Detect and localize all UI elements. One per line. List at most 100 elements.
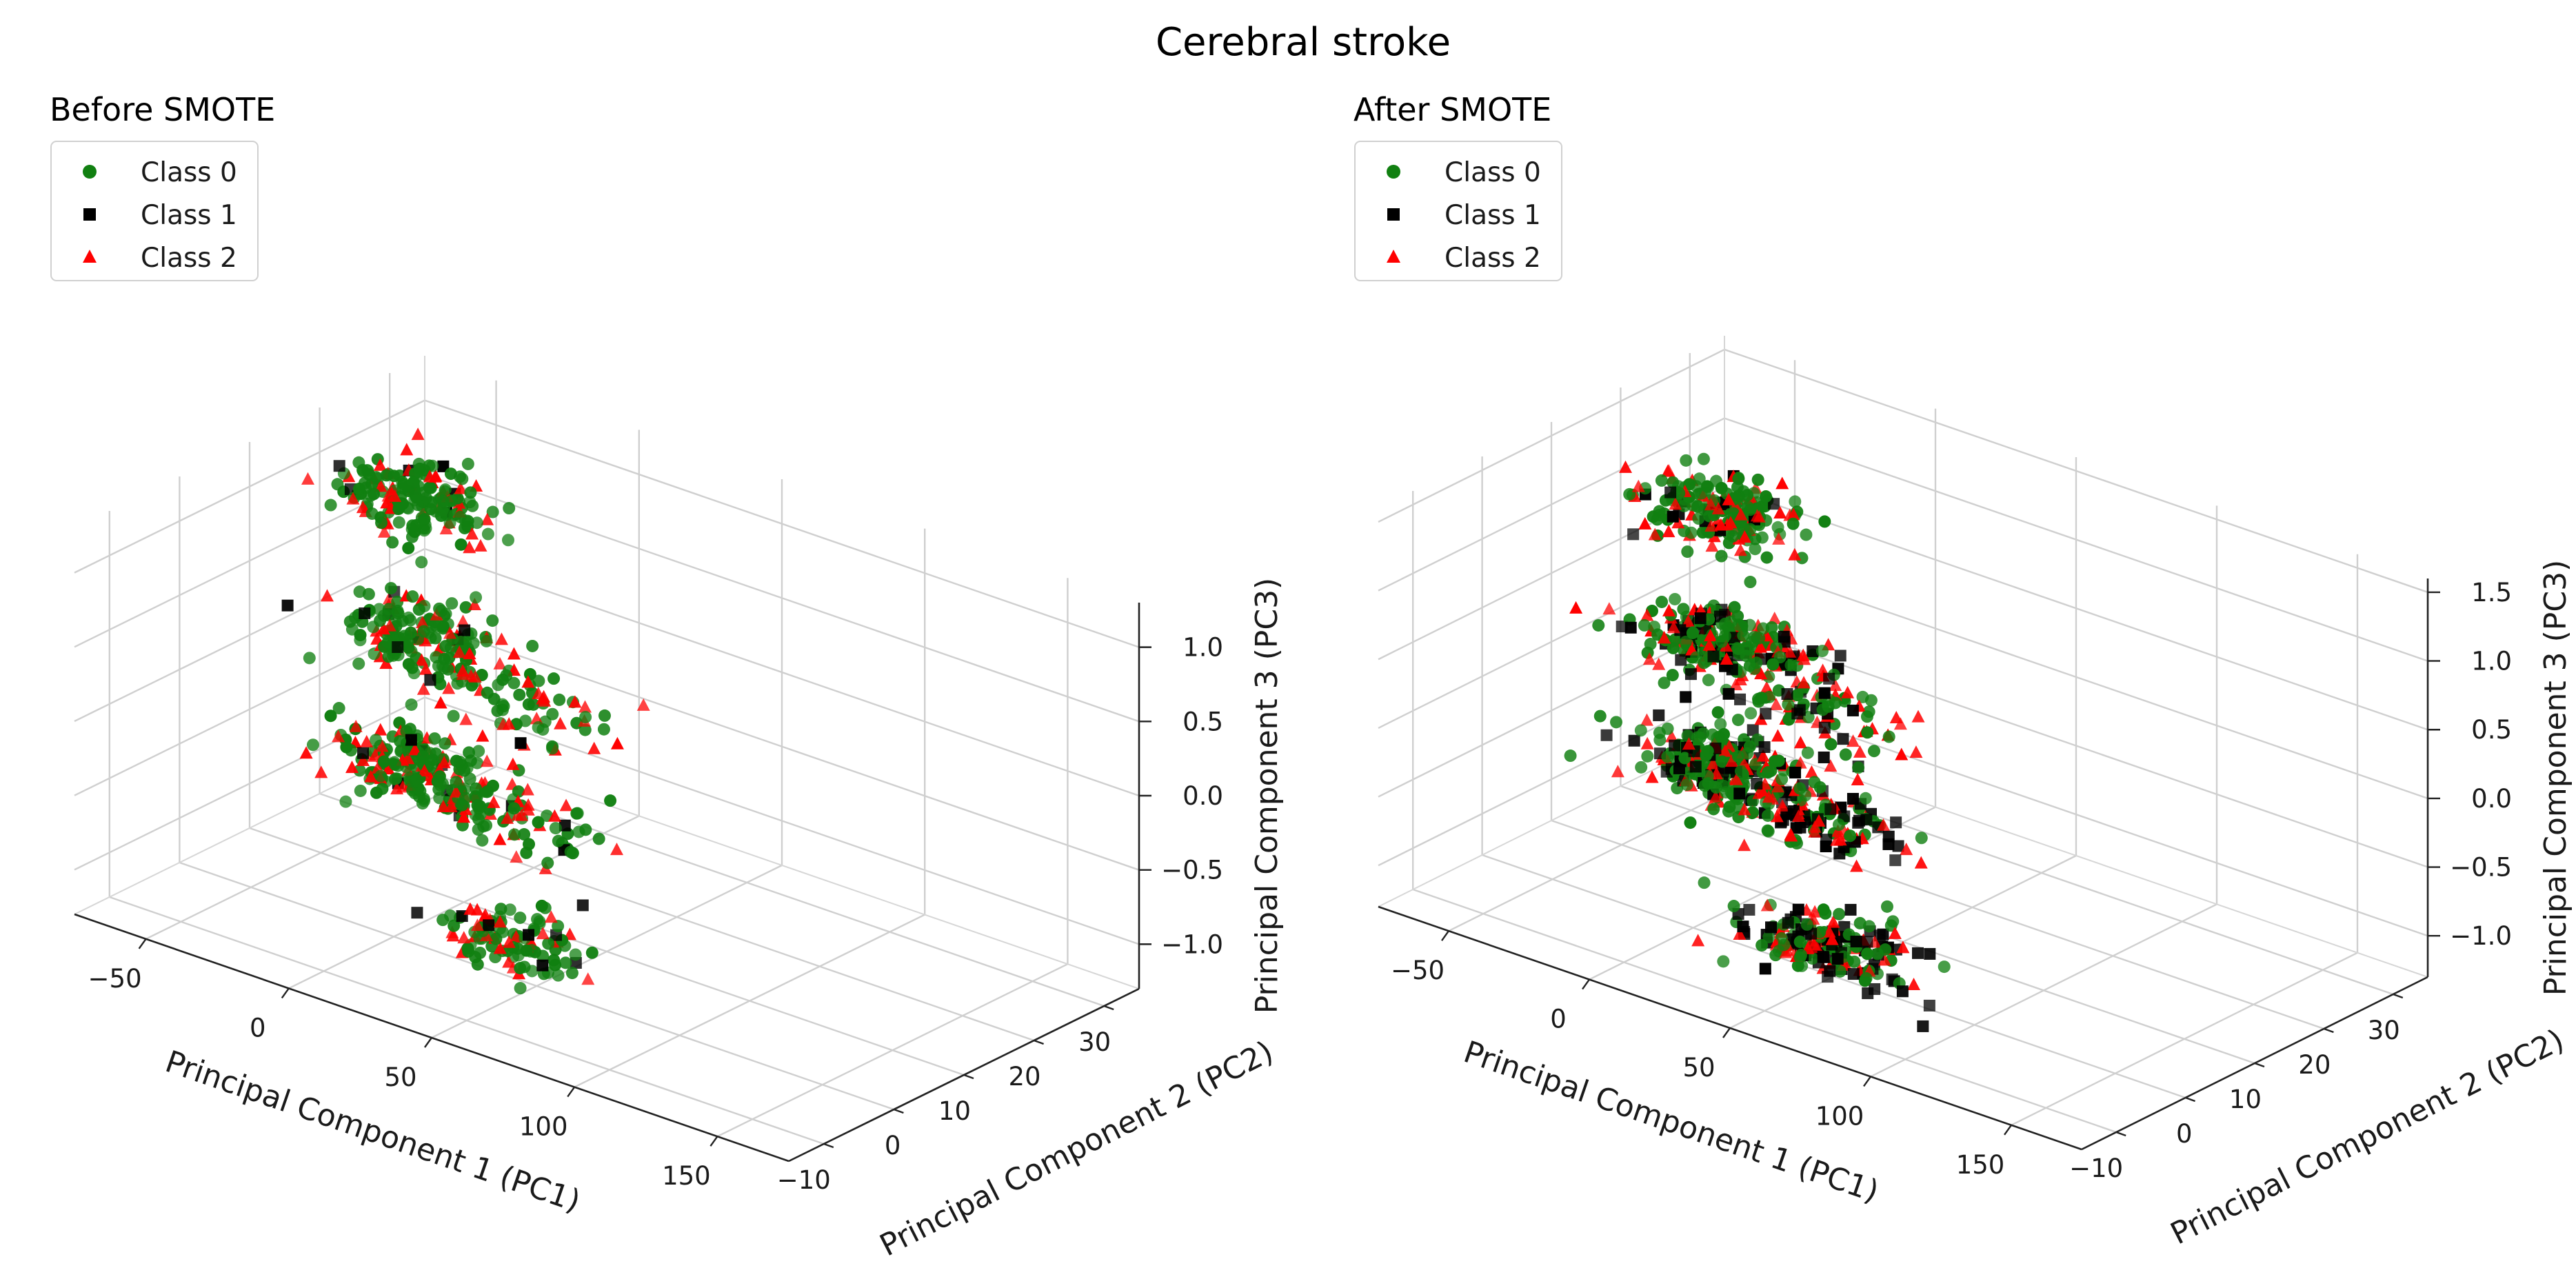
class-0-point <box>559 939 572 952</box>
z-tick-label: 0.0 <box>1183 781 1223 811</box>
class-2-point <box>1662 463 1676 476</box>
class-0-point <box>461 942 474 955</box>
class-2-point <box>1769 697 1783 710</box>
legend-class-2-marker <box>83 250 97 263</box>
class-0-point <box>447 710 460 723</box>
class-2-point <box>1808 905 1822 918</box>
x-tick <box>567 1086 576 1098</box>
class-0-point <box>426 459 439 472</box>
class-0-point <box>1689 480 1702 493</box>
class-0-point <box>481 785 494 798</box>
class-0-point <box>402 484 415 497</box>
y-tick-label: 30 <box>1078 1027 1111 1057</box>
class-0-point <box>1915 832 1928 845</box>
class-1-point <box>357 747 370 759</box>
y-tick <box>2115 1131 2126 1137</box>
class-0-point <box>352 657 365 670</box>
class-0-point <box>1692 512 1705 525</box>
class-0-point <box>354 634 367 647</box>
class-1-point <box>281 599 294 612</box>
class-0-point <box>1669 592 1682 605</box>
class-2-point <box>1662 525 1676 538</box>
class-0-point <box>324 710 337 723</box>
class-1-point <box>1778 630 1790 643</box>
class-2-point <box>1807 937 1821 950</box>
class-2-point <box>1911 710 1925 723</box>
class-0-point <box>391 595 404 608</box>
class-2-point <box>521 803 535 816</box>
class-1-point <box>1660 765 1673 778</box>
class-0-point <box>552 969 565 982</box>
class-1-point <box>1707 650 1720 663</box>
legend-label: Class 2 <box>141 243 237 274</box>
y-grid-floor <box>1620 785 2324 1030</box>
class-2-point <box>1642 652 1656 665</box>
class-0-point <box>354 784 367 797</box>
z-tick-label: 1.0 <box>2471 647 2512 676</box>
class-0-point <box>386 536 399 549</box>
class-2-point <box>1773 506 1787 519</box>
class-1-point <box>576 899 589 912</box>
class-0-point <box>436 504 449 517</box>
class-0-point <box>1815 645 1829 658</box>
class-0-point <box>1715 550 1728 563</box>
class-2-point <box>454 481 467 494</box>
class-2-point <box>1640 608 1654 621</box>
class-2-point <box>1714 518 1728 531</box>
class-0-point <box>1747 806 1760 819</box>
class-2-point <box>636 698 650 711</box>
class-2-point <box>463 902 477 915</box>
z-tick-label: 0.0 <box>2471 784 2512 814</box>
class-0-point <box>1852 761 1865 774</box>
class-0-point <box>412 457 425 470</box>
class-0-point <box>559 956 572 969</box>
class-1-point <box>523 929 535 941</box>
class-2-point <box>610 736 624 749</box>
z-tick-label: −1.0 <box>1161 929 1223 959</box>
class-0-point <box>1648 621 1661 634</box>
class-0-point <box>1880 900 1893 913</box>
class-2-point <box>436 799 450 812</box>
class-0-point <box>439 483 452 496</box>
class-0-point <box>461 457 474 470</box>
class-2-point <box>1847 734 1860 747</box>
class-2-point <box>1888 926 1902 939</box>
class-0-point <box>374 614 387 627</box>
class-1-point <box>1862 987 1874 1000</box>
class-2-point <box>1652 657 1666 670</box>
class-0-point <box>428 732 441 745</box>
class-2-point <box>1611 765 1624 778</box>
class-2-point <box>381 762 395 775</box>
class-0-point <box>1701 769 1714 783</box>
class-2-point <box>493 656 507 670</box>
class-1-point <box>1653 709 1665 721</box>
class-2-point <box>1691 934 1705 947</box>
class-0-point <box>1789 495 1802 508</box>
class-2-point <box>536 927 550 940</box>
class-1-point <box>1616 621 1628 633</box>
class-0-point <box>1731 749 1744 763</box>
y-tick <box>2185 1096 2196 1103</box>
class-2-point <box>547 809 561 822</box>
y-tick <box>1034 1039 1045 1045</box>
class-0-point <box>390 772 403 785</box>
class-0-point <box>388 758 401 772</box>
z-grid-side <box>74 399 425 574</box>
class-0-point <box>1709 781 1722 794</box>
class-2-point <box>1640 713 1653 726</box>
class-0-point <box>303 652 316 665</box>
class-0-point <box>1861 947 1874 960</box>
class-2-point <box>1729 772 1743 785</box>
class-2-point <box>1829 678 1842 692</box>
class-0-point <box>436 494 450 507</box>
z-axis-label: Principal Component 3 (PC3) <box>2538 560 2573 996</box>
class-0-point <box>536 949 550 963</box>
class-0-point <box>405 698 418 711</box>
class-0-point <box>463 496 476 509</box>
x-tick-label: 150 <box>662 1161 711 1191</box>
class-0-point <box>514 912 527 925</box>
class-2-point <box>1909 745 1923 758</box>
y-tick <box>893 1108 904 1114</box>
class-0-point <box>1793 951 1807 964</box>
class-0-point <box>1800 528 1813 541</box>
